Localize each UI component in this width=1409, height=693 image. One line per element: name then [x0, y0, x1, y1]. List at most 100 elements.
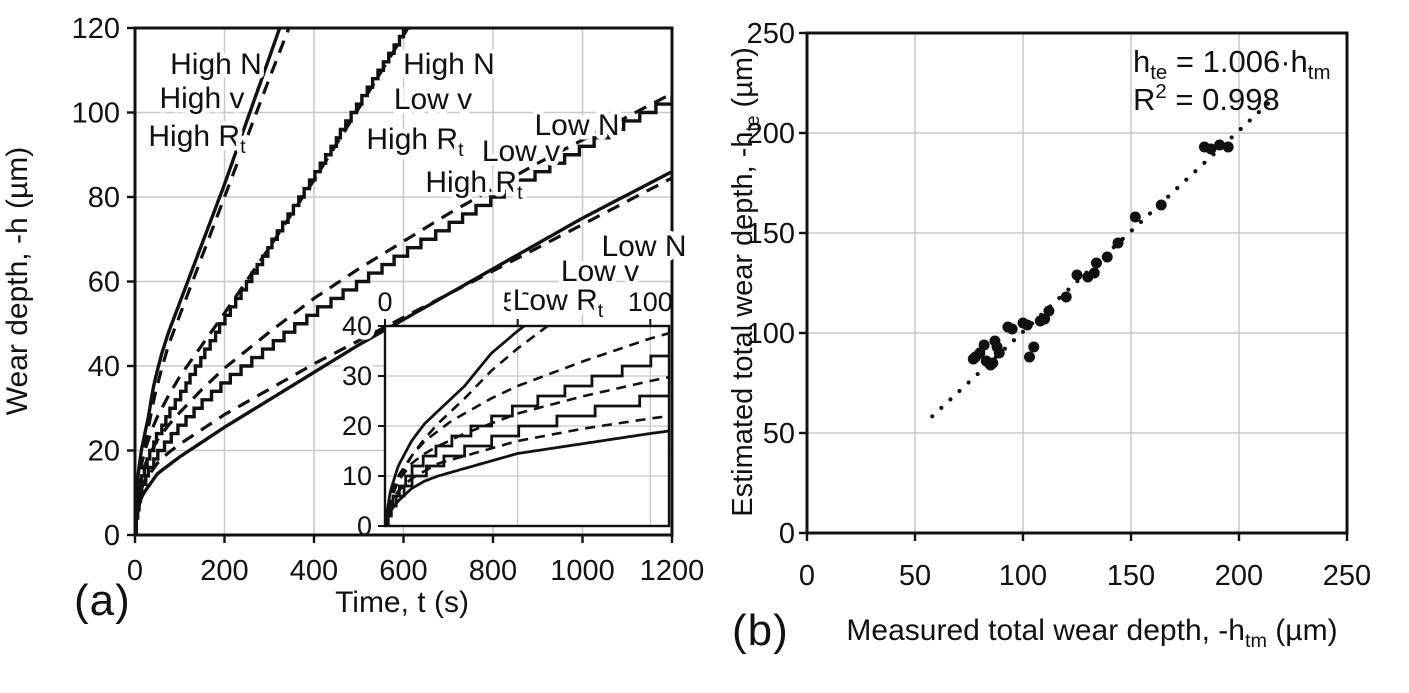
fit-line-dot: [1138, 219, 1144, 225]
x-tick-label: 800: [469, 555, 517, 587]
panel-a-tag: (a): [74, 576, 131, 625]
curve-high-n-high-v-high-rt-estimated: [135, 28, 291, 535]
y-tick-label: 0: [779, 518, 795, 550]
condition-label-11: Low Rt: [513, 284, 604, 322]
x-tick-label: 1000: [550, 555, 615, 587]
data-point: [993, 347, 1005, 359]
x-tick-label: 0: [127, 555, 143, 587]
fit-line-dot: [1238, 126, 1243, 132]
curve-high-n-high-v-high-rt-measured: [385, 326, 527, 526]
data-point: [978, 339, 990, 351]
data-point: [1101, 251, 1113, 263]
data-point: [1088, 267, 1100, 279]
condition-label-1: High v: [159, 82, 244, 115]
inset-y-tick-label: 30: [342, 361, 372, 391]
inset-curves: [385, 326, 669, 526]
fit-line-dot: [948, 397, 953, 402]
y-tick-label: 0: [104, 520, 120, 552]
x-tick-label: 0: [799, 560, 815, 592]
fit-line-dot: [1229, 135, 1234, 140]
curve-low-n-low-v-high-rt-estimated: [135, 92, 672, 535]
fit-line-dot: [1057, 295, 1062, 301]
scatter-points: [967, 139, 1234, 371]
y-tick-label: 40: [88, 351, 120, 383]
y-tick-label: 80: [88, 182, 120, 214]
inset-x-tick-label: 50: [503, 287, 533, 317]
condition-label-3: High N: [403, 48, 495, 81]
data-point: [1129, 211, 1141, 223]
curve-high-n-low-v-high-rt-measured: [385, 354, 669, 526]
fit-line-dot: [1256, 109, 1261, 115]
fit-line-dot: [1184, 177, 1189, 182]
fit-line-dot: [1247, 118, 1252, 123]
curve-low-n-low-v-high-rt-measured: [135, 95, 672, 535]
inset-x-tick-label: 0: [377, 287, 392, 317]
fit-line-dot: [1166, 194, 1171, 199]
panel-a-y-axis-title: Wear depth, -h (µm): [1, 147, 34, 415]
data-point: [1090, 257, 1102, 269]
x-tick-label: 150: [1107, 560, 1155, 592]
data-point: [1205, 143, 1217, 155]
fit-line-dot: [1193, 169, 1198, 174]
panel-b-border: [805, 31, 1349, 535]
data-point: [1222, 141, 1234, 153]
condition-label-6: Low N: [534, 109, 619, 142]
curve-high-n-high-v-high-rt-measured: [135, 28, 282, 535]
fit-line-dot: [975, 371, 980, 377]
condition-label-5: High Rt: [366, 123, 464, 161]
panel-a-x-axis-title: Time, t (s): [335, 586, 469, 619]
condition-label-2: High Rt: [148, 120, 246, 158]
fit-line-dot: [1202, 160, 1207, 165]
y-tick-label: 150: [747, 218, 795, 250]
y-tick-label: 100: [72, 98, 120, 130]
curve-low-n-low-v-low-rt-estimated: [135, 176, 672, 535]
x-tick-label: 250: [1323, 560, 1371, 592]
y-tick-label: 100: [747, 318, 795, 350]
y-tick-label: 120: [72, 13, 120, 45]
x-tick-label: 50: [899, 560, 931, 592]
x-tick-label: 1200: [640, 555, 705, 587]
curve-low-n-low-v-high-rt-estimated: [385, 376, 669, 526]
fit-line-dot: [957, 388, 962, 394]
fit-line-dot: [1002, 346, 1007, 351]
panel-a-curves: [135, 28, 672, 535]
condition-label-10: Low v: [561, 255, 639, 288]
condition-label-4: Low v: [394, 83, 472, 116]
curve-low-n-low-v-low-rt-measured: [135, 170, 672, 535]
fit-line-dot: [1147, 211, 1153, 216]
curve-high-n-high-v-high-rt-estimated: [385, 326, 551, 526]
curve-high-n-low-v-high-rt-estimated: [385, 332, 669, 526]
fit-line-dot: [966, 380, 971, 385]
inset-x-tick-label: 100: [628, 287, 673, 317]
fit-line-dot: [1175, 186, 1180, 191]
inset-y-tick-label: 10: [342, 461, 372, 491]
r-squared-label: R2 = 0.998: [1133, 80, 1280, 117]
inset-y-tick-label: 20: [342, 411, 372, 441]
x-tick-label: 200: [1215, 560, 1263, 592]
y-tick-label: 50: [763, 418, 795, 450]
x-tick-label: 100: [999, 560, 1047, 592]
fit-line-dot: [930, 414, 935, 419]
x-tick-label: 400: [290, 555, 338, 587]
y-tick-label: 20: [88, 436, 120, 468]
y-tick-label: 250: [747, 18, 795, 50]
data-point: [987, 357, 999, 369]
curve-high-n-low-v-high-rt-measured: [135, 28, 411, 535]
data-point: [1028, 341, 1040, 353]
fit-equation-label: hte = 1.006·htm: [1133, 44, 1330, 84]
condition-label-8: High Rt: [425, 166, 523, 204]
condition-label-7: Low v: [482, 135, 560, 168]
condition-label-9: Low N: [601, 230, 686, 263]
fit-line-dot: [1020, 329, 1026, 334]
curve-low-n-low-v-low-rt-measured: [385, 429, 669, 526]
fit-line-dot: [1265, 101, 1271, 106]
data-point: [1060, 291, 1072, 303]
data-point: [1023, 351, 1035, 363]
data-point: [1155, 199, 1167, 211]
data-point: [1043, 305, 1055, 317]
fit-line-dot: [939, 405, 944, 410]
condition-label-0: High N: [170, 48, 262, 81]
